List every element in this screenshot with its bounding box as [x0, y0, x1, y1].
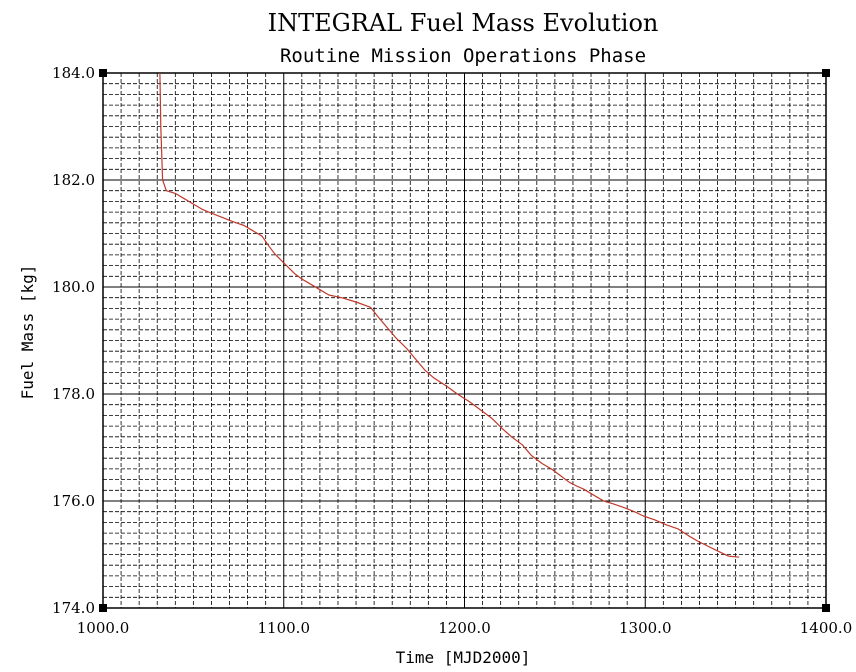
y-tick-label: 178.0	[52, 385, 95, 403]
y-tick-label: 180.0	[52, 278, 95, 296]
corner-marker	[822, 604, 830, 612]
series-layer	[159, 72, 740, 558]
corner-marker	[822, 69, 830, 77]
y-tick-label: 182.0	[52, 171, 95, 189]
x-tick-label: 1300.0	[619, 619, 672, 637]
fuel-mass-series-line	[159, 72, 740, 558]
corner-marker	[99, 69, 107, 77]
y-tick-label: 176.0	[52, 492, 95, 510]
plot-corners	[99, 69, 830, 612]
corner-marker	[99, 604, 107, 612]
x-tick-label: 1100.0	[258, 619, 311, 637]
x-tick-label: 1000.0	[77, 619, 130, 637]
y-tick-label: 184.0	[52, 64, 95, 82]
y-axis-label: Fuel Mass [kg]	[18, 265, 37, 400]
grid-lines	[103, 73, 826, 608]
chart-title: INTEGRAL Fuel Mass Evolution	[268, 9, 659, 37]
x-tick-label: 1400.0	[800, 619, 853, 637]
x-tick-label: 1200.0	[438, 619, 491, 637]
x-axis-label: Time [MJD2000]	[396, 648, 531, 667]
tick-labels: 1000.0 1100.0 1200.0 1300.0 1400.0 174.0 176.0…	[52, 64, 852, 637]
plot-frame	[102, 72, 827, 609]
chart-subtitle: Routine Mission Operations Phase	[280, 45, 646, 67]
y-tick-label: 174.0	[52, 599, 95, 617]
